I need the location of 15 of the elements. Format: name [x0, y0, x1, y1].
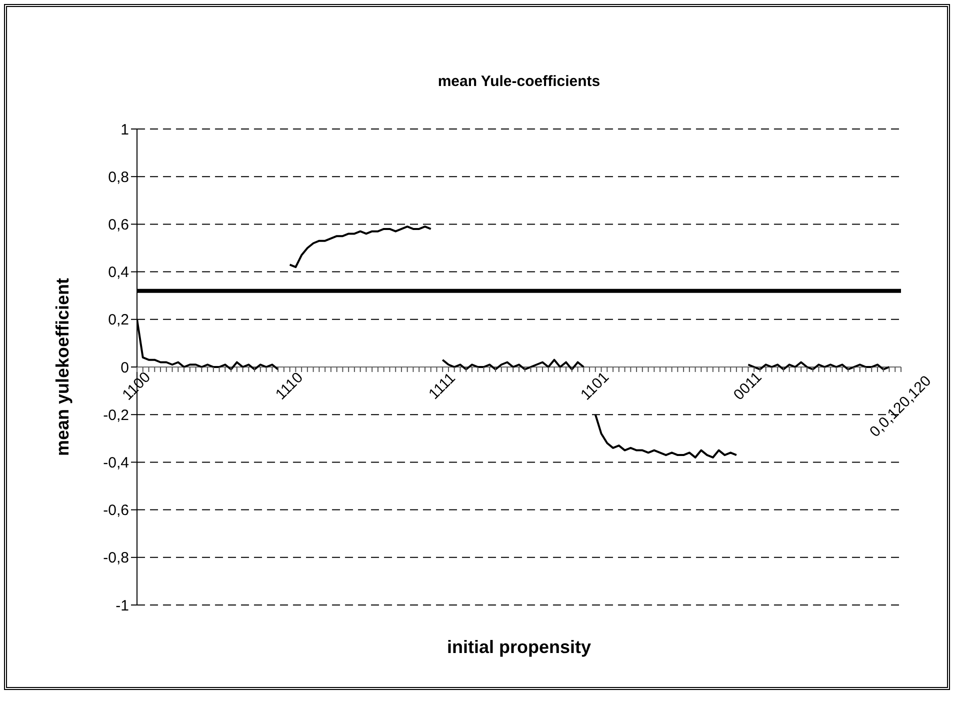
y-tick-label: -0,8 [103, 550, 129, 567]
y-tick-label: 0,2 [108, 312, 129, 329]
y-tick-label: 0,8 [108, 168, 129, 186]
y-tick-label: 1 [120, 121, 129, 138]
y-tick-label: -0,6 [103, 502, 129, 520]
x-tick-label: 1111 [426, 370, 459, 403]
y-tick-label: -0,2 [103, 406, 129, 424]
y-tick-label: 0,4 [108, 264, 129, 282]
y-tick-label: 0,6 [108, 216, 129, 234]
y-tick-label: -0,4 [103, 454, 129, 472]
y-tick-label: -1 [116, 597, 129, 614]
y-axis-title: mean yulekoefficient [52, 278, 74, 456]
x-axis-title: initial propensity [446, 637, 592, 658]
chart-title: mean Yule-coefficients [436, 73, 602, 90]
y-tick-label: 0 [120, 359, 129, 376]
